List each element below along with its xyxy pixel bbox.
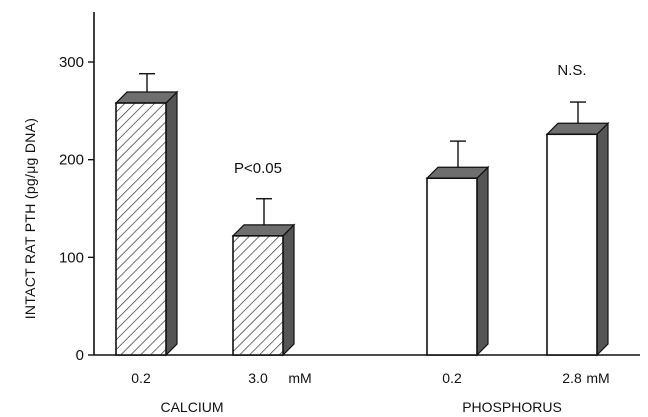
x-category-label: 0.2	[131, 370, 151, 386]
bar-phosphorus-2-8	[545, 101, 610, 357]
bar-front-face	[232, 235, 284, 356]
bar-side-face	[282, 223, 295, 357]
bar-front-face	[546, 133, 598, 356]
bars	[114, 73, 610, 357]
labels: INTACT RAT PTH (pg/μg DNA)0.2 3.0 0.2 2.8mM…	[22, 62, 610, 415]
bar-front-face	[426, 177, 478, 356]
bar-front-face	[115, 102, 167, 356]
bar-calcium-0-2	[114, 73, 179, 357]
significance-annotation: P<0.05	[234, 160, 282, 177]
bar-top-face	[425, 166, 490, 179]
bar-phosphorus-0-2	[425, 140, 490, 357]
bar-top-face	[545, 122, 610, 135]
x-category-label: 2.8	[562, 370, 582, 386]
bar-side-face	[165, 90, 178, 357]
bar-calcium-3-0	[231, 198, 296, 357]
y-tick-label: 200	[59, 152, 84, 169]
unit-label: mM	[288, 370, 311, 386]
x-category-label: 0.2	[442, 370, 462, 386]
y-axis-label: INTACT RAT PTH (pg/μg DNA)	[22, 118, 38, 320]
y-tick-label: 0	[76, 347, 84, 364]
bar-side-face	[476, 165, 489, 357]
group-label-calcium: CALCIUM	[160, 399, 223, 415]
y-tick-label: 100	[59, 249, 84, 266]
bar-top-face	[231, 224, 296, 237]
bar-side-face	[596, 121, 609, 357]
group-label-phosphorus: PHOSPHORUS	[462, 399, 562, 415]
significance-annotation: N.S.	[557, 62, 586, 79]
y-tick-label: 300	[59, 54, 84, 71]
unit-label: mM	[586, 370, 609, 386]
x-category-label: 3.0	[248, 370, 268, 386]
bar-top-face	[114, 91, 179, 104]
